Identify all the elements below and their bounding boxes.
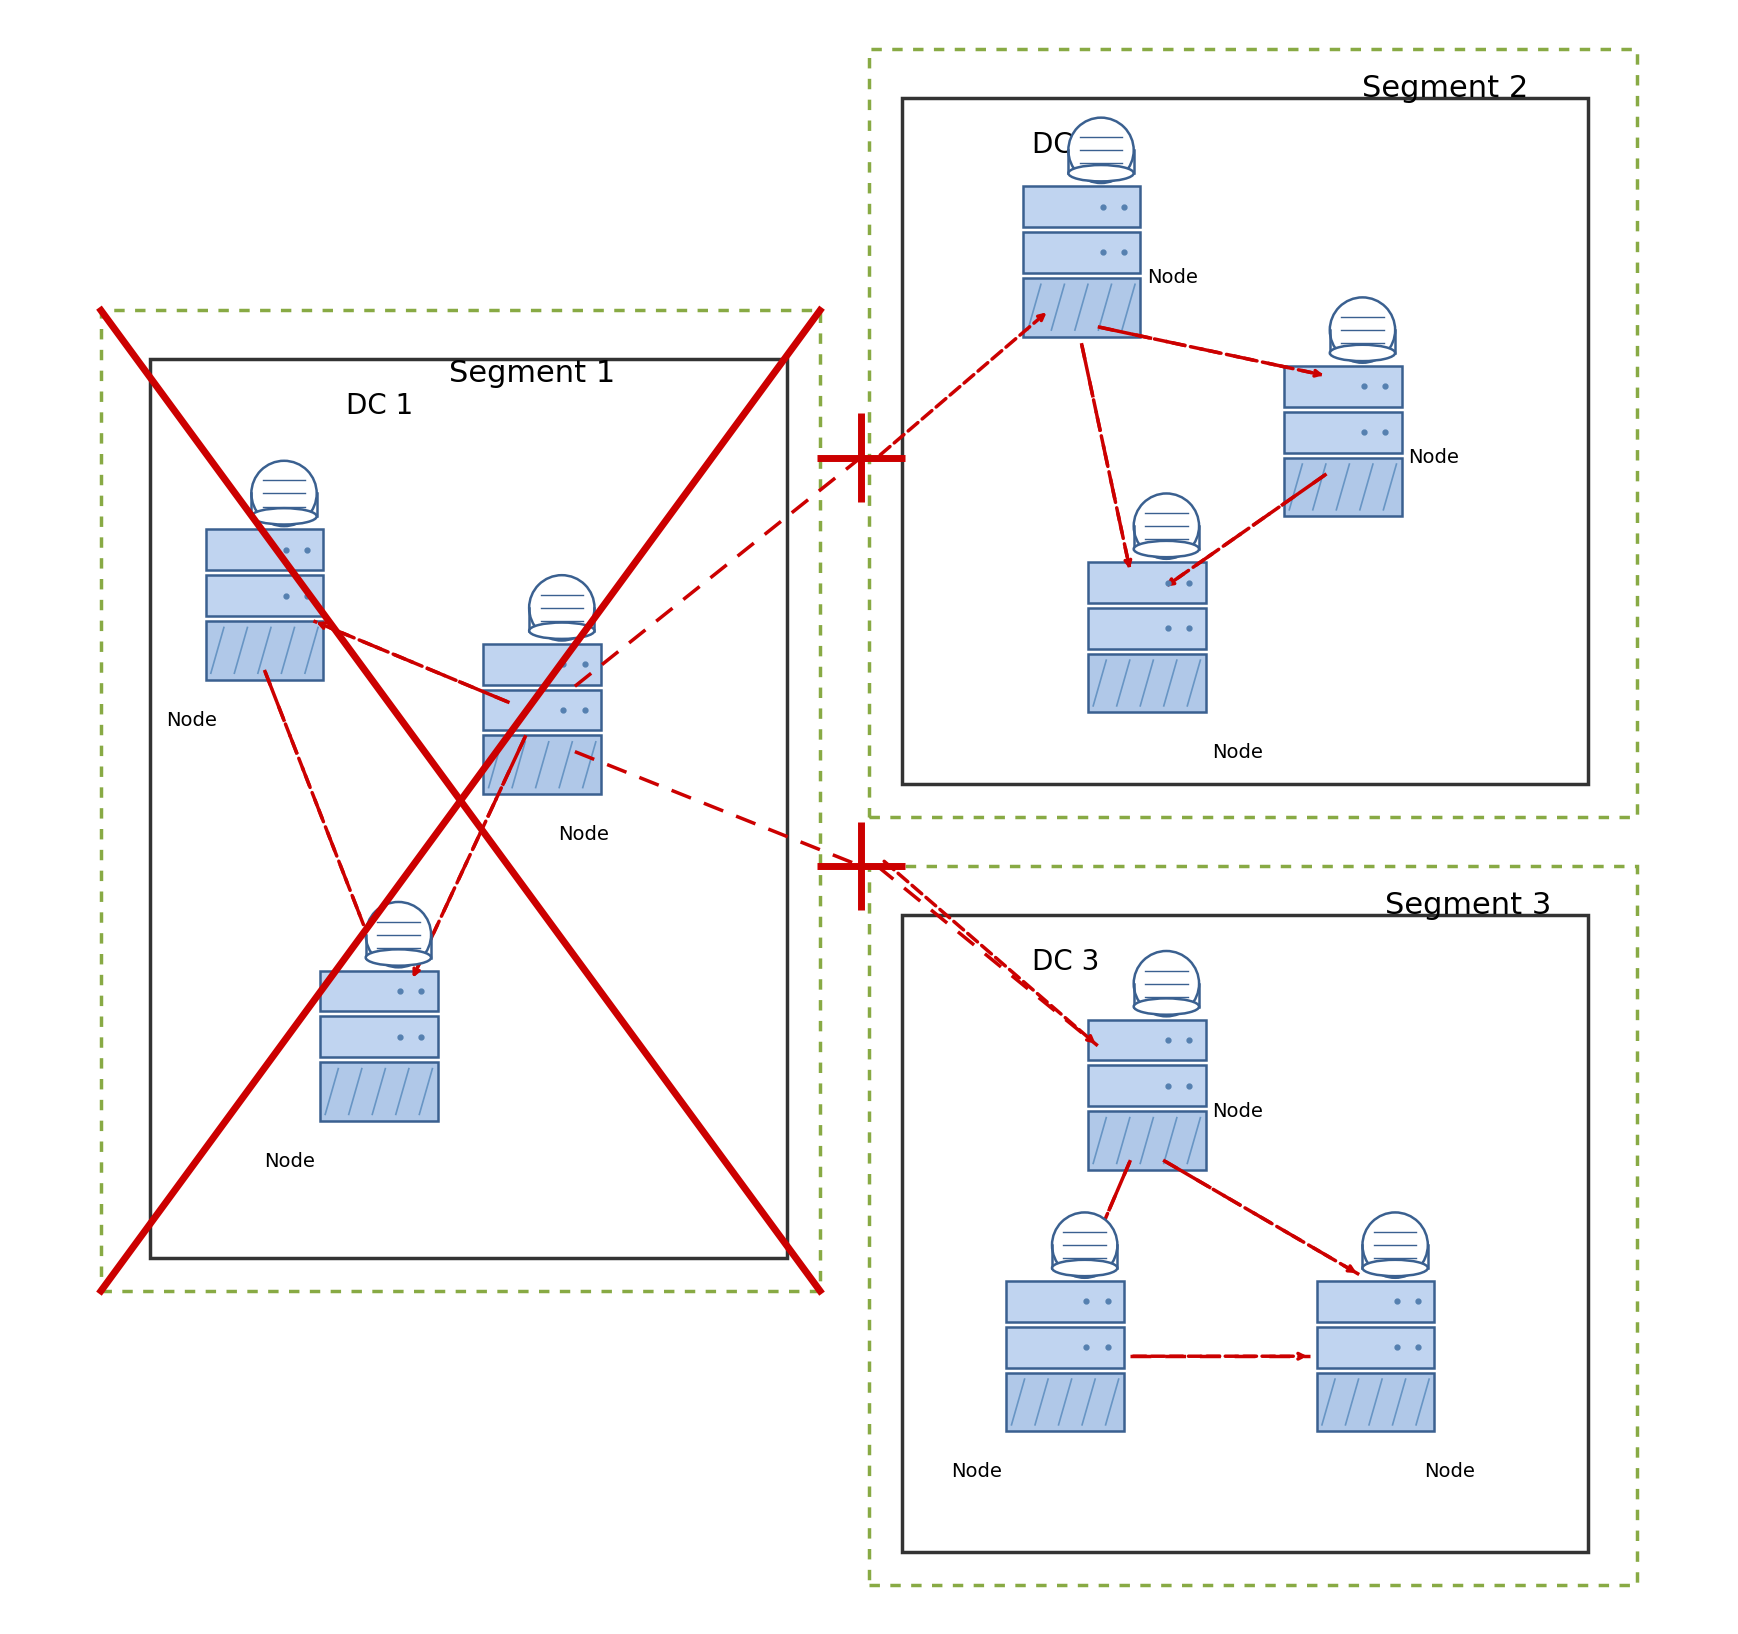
- FancyBboxPatch shape: [1088, 1065, 1206, 1106]
- Ellipse shape: [1133, 541, 1199, 557]
- FancyBboxPatch shape: [1284, 458, 1401, 516]
- FancyBboxPatch shape: [1284, 412, 1401, 453]
- Text: DC 1: DC 1: [346, 392, 414, 420]
- Text: Segment 2: Segment 2: [1363, 74, 1528, 103]
- Text: Node: Node: [167, 711, 217, 730]
- Text: Node: Node: [1408, 448, 1460, 467]
- Bar: [101, 310, 820, 1291]
- FancyBboxPatch shape: [1022, 278, 1140, 337]
- Ellipse shape: [1051, 1260, 1118, 1276]
- Text: Segment 3: Segment 3: [1385, 891, 1552, 920]
- Text: Node: Node: [951, 1462, 1001, 1482]
- FancyBboxPatch shape: [205, 529, 323, 570]
- Circle shape: [1133, 493, 1199, 559]
- Ellipse shape: [252, 508, 316, 525]
- FancyBboxPatch shape: [1088, 608, 1206, 649]
- Circle shape: [1051, 1212, 1118, 1278]
- Text: Node: Node: [1425, 1462, 1476, 1482]
- Circle shape: [528, 575, 594, 641]
- FancyBboxPatch shape: [1022, 232, 1140, 273]
- Text: DC 3: DC 3: [1032, 948, 1100, 975]
- Text: Node: Node: [264, 1152, 315, 1172]
- FancyBboxPatch shape: [1088, 1020, 1206, 1060]
- FancyBboxPatch shape: [1088, 654, 1206, 712]
- FancyBboxPatch shape: [320, 971, 438, 1011]
- FancyBboxPatch shape: [1006, 1373, 1124, 1431]
- FancyBboxPatch shape: [1006, 1281, 1124, 1322]
- Circle shape: [365, 902, 431, 967]
- Text: Node: Node: [558, 825, 610, 845]
- Ellipse shape: [1133, 998, 1199, 1015]
- FancyBboxPatch shape: [1022, 186, 1140, 227]
- Circle shape: [252, 461, 316, 526]
- Text: DC 2: DC 2: [1032, 131, 1100, 158]
- Text: Node: Node: [1147, 268, 1197, 288]
- Ellipse shape: [1330, 345, 1396, 361]
- FancyBboxPatch shape: [320, 1016, 438, 1057]
- Bar: [149, 359, 787, 1258]
- Ellipse shape: [365, 949, 431, 966]
- FancyBboxPatch shape: [1317, 1327, 1434, 1368]
- Bar: [902, 98, 1589, 784]
- FancyBboxPatch shape: [1088, 1111, 1206, 1170]
- Ellipse shape: [528, 623, 594, 639]
- Circle shape: [1069, 118, 1133, 183]
- Ellipse shape: [1069, 165, 1133, 181]
- FancyBboxPatch shape: [205, 575, 323, 616]
- Ellipse shape: [1363, 1260, 1429, 1276]
- Circle shape: [1363, 1212, 1429, 1278]
- Bar: [869, 866, 1637, 1585]
- Bar: [902, 915, 1589, 1552]
- Text: Node: Node: [1211, 1101, 1264, 1121]
- FancyBboxPatch shape: [483, 690, 601, 730]
- Text: Node: Node: [1211, 743, 1264, 763]
- Text: Segment 1: Segment 1: [448, 359, 615, 389]
- FancyBboxPatch shape: [1284, 366, 1401, 407]
- FancyBboxPatch shape: [320, 1062, 438, 1121]
- FancyBboxPatch shape: [1006, 1327, 1124, 1368]
- Circle shape: [1330, 297, 1396, 363]
- FancyBboxPatch shape: [205, 621, 323, 680]
- Bar: [869, 49, 1637, 817]
- FancyBboxPatch shape: [1317, 1373, 1434, 1431]
- FancyBboxPatch shape: [483, 644, 601, 685]
- FancyBboxPatch shape: [1317, 1281, 1434, 1322]
- FancyBboxPatch shape: [483, 735, 601, 794]
- Circle shape: [1133, 951, 1199, 1016]
- FancyBboxPatch shape: [1088, 562, 1206, 603]
